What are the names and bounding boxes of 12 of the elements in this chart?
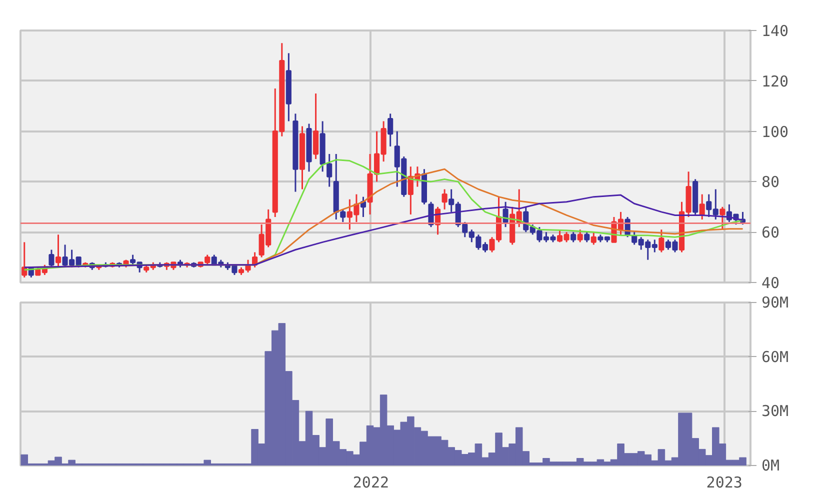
y-tick-label: 40: [762, 274, 780, 292]
y-tick-label: 100: [762, 122, 789, 141]
y-tick-label: 30M: [762, 402, 789, 420]
y-tick-label: 0M: [762, 456, 780, 474]
y-tick-label: 60: [762, 224, 780, 242]
y-tick-label: 90M: [762, 294, 789, 312]
x-tick-label: 2023: [706, 474, 742, 490]
y-tick-label: 60M: [762, 348, 789, 366]
x-tick-label: 2022: [352, 474, 390, 490]
y-tick-label: 120: [762, 72, 789, 90]
y-tick-label: 140: [762, 22, 789, 40]
y-tick-label: 80: [762, 173, 780, 192]
